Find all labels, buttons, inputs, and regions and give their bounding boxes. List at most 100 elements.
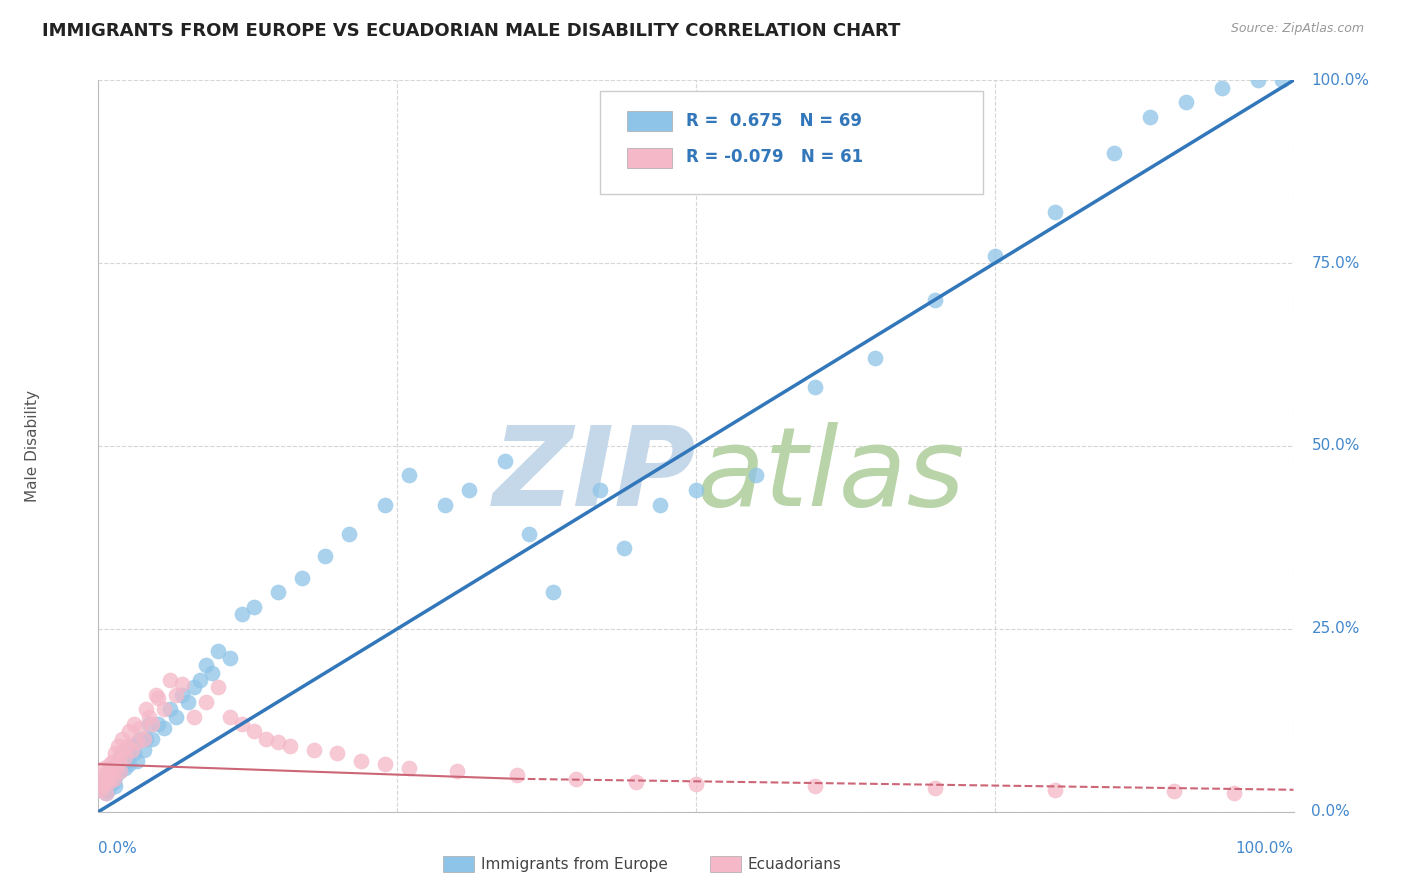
Point	[125, 735, 148, 749]
Point	[138, 717, 160, 731]
Point	[243, 724, 266, 739]
Point	[326, 746, 349, 760]
Point	[1271, 73, 1294, 87]
Point	[685, 777, 707, 791]
Point	[219, 651, 242, 665]
Point	[924, 780, 946, 795]
Point	[107, 754, 129, 768]
Point	[207, 644, 229, 658]
Point	[183, 681, 205, 695]
Point	[804, 380, 827, 394]
Text: ZIP: ZIP	[492, 422, 696, 529]
Point	[98, 761, 122, 775]
Point	[98, 775, 121, 789]
Point	[90, 775, 112, 789]
Point	[91, 768, 114, 782]
Point	[172, 676, 194, 690]
Point	[141, 731, 163, 746]
Point	[100, 775, 122, 789]
Text: 0.0%: 0.0%	[1312, 805, 1350, 819]
Text: Immigrants from Europe: Immigrants from Europe	[481, 857, 668, 871]
Point	[124, 746, 146, 760]
Point	[159, 702, 181, 716]
Point	[231, 717, 253, 731]
Text: IMMIGRANTS FROM EUROPE VS ECUADORIAN MALE DISABILITY CORRELATION CHART: IMMIGRANTS FROM EUROPE VS ECUADORIAN MAL…	[42, 22, 901, 40]
Point	[1163, 784, 1185, 798]
Text: 50.0%: 50.0%	[1312, 439, 1360, 453]
Point	[96, 768, 118, 782]
Point	[172, 688, 194, 702]
Point	[1139, 110, 1161, 124]
Point	[177, 695, 200, 709]
Point	[93, 779, 115, 793]
Point	[434, 498, 457, 512]
Point	[195, 695, 218, 709]
Point	[101, 764, 124, 779]
Point	[111, 746, 134, 760]
Point	[114, 761, 136, 775]
Point	[278, 739, 301, 753]
Point	[231, 607, 253, 622]
Text: atlas: atlas	[696, 422, 965, 529]
Point	[1175, 95, 1198, 110]
Point	[121, 742, 143, 756]
Point	[1104, 146, 1126, 161]
Point	[188, 673, 211, 687]
Point	[745, 468, 768, 483]
Point	[135, 702, 157, 716]
Point	[153, 702, 176, 716]
Point	[91, 779, 114, 793]
Point	[291, 571, 314, 585]
Point	[108, 764, 131, 779]
Point	[924, 293, 946, 307]
Text: 100.0%: 100.0%	[1236, 841, 1294, 856]
Point	[97, 764, 120, 779]
Point	[148, 691, 170, 706]
Point	[98, 775, 121, 789]
Point	[254, 731, 277, 746]
Point	[589, 483, 612, 497]
Text: Male Disability: Male Disability	[25, 390, 41, 502]
Point	[111, 731, 134, 746]
Point	[110, 746, 132, 760]
Point	[101, 754, 124, 768]
Point	[96, 772, 118, 786]
Point	[374, 757, 396, 772]
Point	[153, 721, 176, 735]
Point	[626, 775, 648, 789]
Point	[541, 585, 564, 599]
Point	[138, 709, 160, 723]
Point	[398, 761, 420, 775]
FancyBboxPatch shape	[627, 147, 672, 168]
Text: 0.0%: 0.0%	[98, 841, 138, 856]
Text: Source: ZipAtlas.com: Source: ZipAtlas.com	[1230, 22, 1364, 36]
Point	[104, 779, 127, 793]
Point	[103, 775, 125, 789]
Point	[506, 768, 529, 782]
Point	[89, 782, 111, 797]
Point	[267, 735, 290, 749]
Point	[118, 724, 141, 739]
Point	[135, 731, 157, 746]
Point	[165, 709, 187, 723]
Point	[125, 754, 148, 768]
Point	[183, 709, 205, 723]
Point	[494, 453, 516, 467]
Point	[118, 757, 141, 772]
Point	[267, 585, 290, 599]
Point	[565, 772, 588, 786]
Point	[1211, 80, 1233, 95]
Point	[108, 764, 131, 779]
Point	[207, 681, 229, 695]
Point	[105, 768, 128, 782]
Point	[91, 775, 114, 789]
Point	[103, 772, 125, 786]
Point	[613, 541, 636, 556]
Point	[93, 761, 115, 775]
Point	[115, 739, 138, 753]
Point	[141, 717, 163, 731]
Point	[302, 742, 325, 756]
Point	[243, 599, 266, 614]
Point	[94, 787, 117, 801]
Point	[124, 717, 146, 731]
